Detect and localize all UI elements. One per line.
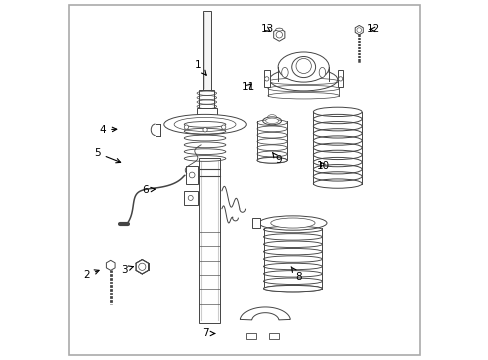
Bar [199,90,214,108]
Circle shape [221,125,225,129]
Ellipse shape [270,218,314,228]
Polygon shape [240,307,290,320]
Circle shape [184,125,188,129]
Text: 9: 9 [272,152,281,165]
Text: 4: 4 [100,125,117,135]
Ellipse shape [269,68,337,91]
Ellipse shape [163,114,246,134]
Bar [203,12,210,92]
Text: 10: 10 [316,161,329,171]
Circle shape [276,32,282,38]
Bar [183,191,197,205]
Bar [337,70,343,87]
Bar [268,333,278,339]
Ellipse shape [265,118,278,123]
Text: 5: 5 [94,148,121,163]
Ellipse shape [281,67,287,77]
Polygon shape [106,260,115,270]
Ellipse shape [295,58,311,73]
Text: 1: 1 [194,60,206,75]
Text: 8: 8 [290,267,301,282]
Bar [252,218,259,228]
Circle shape [338,77,342,81]
Circle shape [188,195,193,201]
Bar [198,158,220,323]
Ellipse shape [319,67,325,77]
Bar [196,108,217,121]
Ellipse shape [291,57,315,78]
Ellipse shape [275,28,282,31]
Polygon shape [273,28,285,41]
Bar [264,70,269,87]
Text: 3: 3 [121,265,133,275]
Circle shape [356,28,361,32]
Text: 6: 6 [142,185,155,195]
Text: 11: 11 [241,82,254,92]
Bar [185,166,197,184]
Text: 12: 12 [366,24,380,35]
Polygon shape [354,26,363,35]
Text: 13: 13 [260,24,273,35]
Circle shape [264,77,268,81]
Ellipse shape [278,52,328,82]
Text: 2: 2 [83,270,99,280]
Ellipse shape [257,157,286,163]
Circle shape [138,263,146,271]
Circle shape [139,263,145,270]
Polygon shape [136,260,148,274]
Ellipse shape [258,216,326,230]
Circle shape [203,128,207,132]
Circle shape [189,172,195,178]
Text: 7: 7 [202,328,214,338]
Ellipse shape [262,117,281,125]
Ellipse shape [263,285,322,292]
Bar [245,333,255,339]
